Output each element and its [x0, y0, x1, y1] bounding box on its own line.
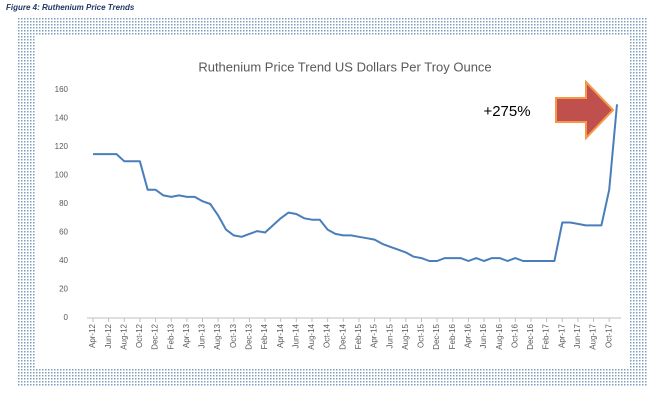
x-tick-label: Jun-12	[104, 323, 113, 348]
x-tick-label: Dec-15	[432, 323, 441, 349]
x-tick-label: Oct-16	[510, 323, 519, 348]
x-tick-label: Oct-14	[323, 323, 332, 348]
x-tick-label: Jun-14	[291, 323, 300, 348]
figure-caption: Figure 4: Ruthenium Price Trends	[6, 3, 135, 12]
x-tick-label: Feb-15	[354, 323, 363, 349]
chart-area	[36, 36, 630, 368]
price-line	[93, 104, 618, 262]
x-tick-label: Apr-13	[182, 323, 191, 348]
arrow	[555, 79, 615, 141]
x-tick-label: Oct-13	[229, 323, 238, 348]
x-tick-label: Dec-14	[338, 323, 347, 349]
y-tick-label: 120	[55, 142, 69, 151]
x-tick-label: Aug-16	[495, 323, 504, 349]
x-tick-label: Jun-15	[385, 323, 394, 348]
x-tick-label: Feb-14	[260, 323, 269, 349]
x-tick-label: Dec-12	[151, 323, 160, 349]
x-tick-label: Oct-15	[417, 323, 426, 348]
x-tick-label: Feb-17	[542, 323, 551, 349]
y-tick-label: 20	[59, 285, 68, 294]
annotation: +275%	[483, 103, 530, 120]
x-tick-label: Feb-16	[448, 323, 457, 349]
x-tick-label: Aug-13	[213, 323, 222, 349]
x-tick-label: Jun-17	[573, 323, 582, 348]
plot: 0 20 40 60 80 100 120 140 160 Apr-12 Jun-12 Aug-12 O…	[55, 85, 621, 350]
y-tick-label: 160	[55, 85, 69, 94]
annotation-box	[474, 99, 540, 125]
x-tick-label: Aug-14	[307, 323, 316, 349]
y-tick-label: 80	[59, 199, 68, 208]
x-tick-label: Dec-16	[526, 323, 535, 349]
x-tick-label: Aug-15	[401, 323, 410, 349]
y-tick-label: 40	[59, 256, 68, 265]
x-tick-label: Oct-17	[604, 323, 613, 348]
x-tick-label: Apr-16	[464, 323, 473, 348]
x-tick-label: Apr-17	[557, 323, 566, 348]
x-tick-label: Oct-12	[135, 323, 144, 348]
y-tick-label: 60	[59, 228, 68, 237]
x-tick-label: Apr-15	[370, 323, 379, 348]
x-tick-label: Aug-12	[119, 323, 128, 349]
x-tick-label: Apr-14	[276, 323, 285, 348]
x-tick-label: Apr-12	[88, 323, 97, 348]
x-tick-label: Jun-16	[479, 323, 488, 348]
y-tick-label: 140	[55, 114, 69, 123]
y-tick-label: 0	[64, 313, 69, 322]
x-tick-label: Jun-13	[198, 323, 207, 348]
y-tick-label: 100	[55, 171, 69, 180]
x-tick-label: Aug-17	[589, 323, 598, 349]
chart-title: Ruthenium Price Trend US Dollars Per Tro…	[198, 59, 491, 74]
x-tick-label: Dec-13	[245, 323, 254, 349]
x-tick-label: Feb-13	[166, 323, 175, 349]
